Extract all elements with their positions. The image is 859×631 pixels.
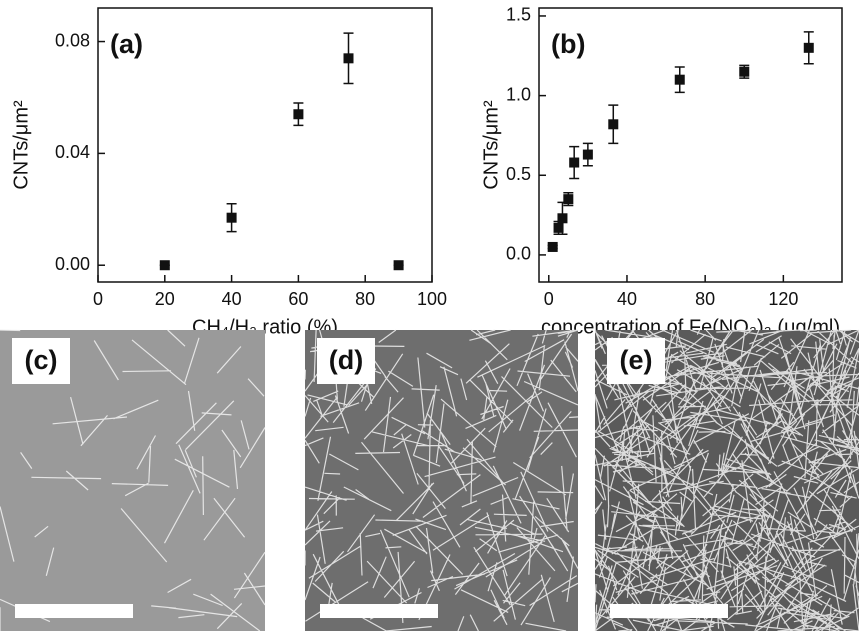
panel-label: (a) (110, 29, 143, 59)
scale-bar (15, 604, 133, 618)
y-tick-label: 0.5 (506, 164, 531, 184)
x-tick-label: 20 (155, 289, 175, 309)
plot-frame (97, 7, 433, 283)
data-point (547, 241, 558, 252)
data-point (293, 109, 304, 120)
nanotubes (0, 329, 266, 631)
label-box (607, 338, 665, 384)
y-tick-label: 0.08 (55, 30, 90, 50)
data-point (563, 194, 574, 205)
x-tick-label: 40 (617, 289, 637, 309)
data-point (557, 213, 568, 224)
x-tick-label: 100 (417, 289, 447, 309)
label-box (12, 338, 70, 384)
x-tick-label: 0 (544, 289, 554, 309)
sem-image: (e) (594, 329, 859, 631)
x-tick-label: 0 (93, 289, 103, 309)
data-point (582, 149, 593, 160)
sem-image: (d) (304, 329, 579, 631)
panel-label: (d) (329, 345, 363, 375)
y-tick-label: 0.04 (55, 142, 90, 162)
x-tick-label: 60 (288, 289, 308, 309)
scale-bar (610, 604, 728, 618)
y-tick-label: 1.0 (506, 84, 531, 104)
data-point (159, 260, 170, 271)
y-axis-label: CNTs/μm² (480, 100, 502, 190)
x-tick-label: 40 (222, 289, 242, 309)
data-point (343, 53, 354, 64)
data-point (393, 260, 404, 271)
data-point (553, 222, 564, 233)
scale-bar (320, 604, 438, 618)
label-box (317, 338, 375, 384)
data-point (608, 119, 619, 130)
data-point (226, 212, 237, 223)
panel-label: (c) (25, 345, 58, 375)
data-point (569, 157, 580, 168)
panel-label: (b) (551, 29, 585, 59)
data-point (674, 74, 685, 85)
data-point (739, 66, 750, 77)
y-tick-label: 1.5 (506, 5, 531, 25)
data-point (803, 42, 814, 53)
x-tick-label: 120 (768, 289, 798, 309)
sem-image: (c) (0, 329, 266, 631)
plot-frame (538, 7, 843, 283)
y-tick-label: 0.0 (506, 244, 531, 264)
panel-label: (e) (620, 345, 653, 375)
y-tick-label: 0.00 (55, 254, 90, 274)
x-tick-label: 80 (695, 289, 715, 309)
y-axis-label: CNTs/μm² (10, 100, 32, 190)
x-tick-label: 80 (355, 289, 375, 309)
